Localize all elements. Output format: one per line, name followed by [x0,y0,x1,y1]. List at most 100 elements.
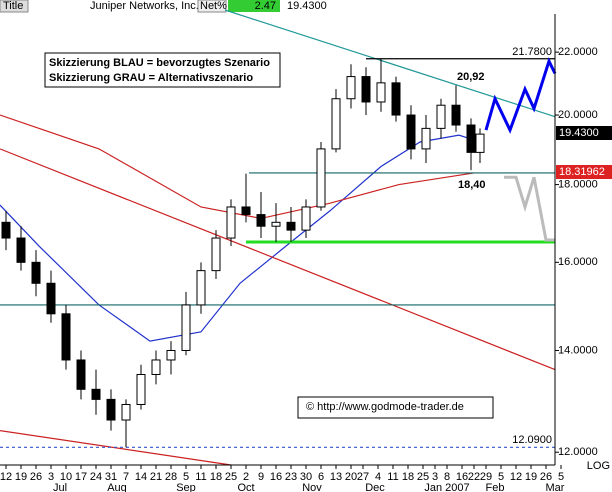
y-tick-label: 14.0000 [558,344,598,356]
overlay-line [0,148,556,371]
month-label: Jul [53,482,67,492]
price-box-label: 19.4300 [559,127,599,139]
resistance-label: 21.7800 [512,46,552,58]
month-label: Jan 2007 [424,482,469,492]
net-box [228,0,280,12]
candle-body [16,237,26,263]
candle-body [151,359,161,375]
x-tick-label: 17 [75,471,87,483]
candle-body [361,76,371,103]
candle-body [421,127,431,150]
y-tick-label: 12.0000 [558,446,598,458]
x-tick-label: 16 [456,471,468,483]
x-tick-label: 10 [60,471,72,483]
candle-body [466,124,476,153]
x-tick-label: 30 [300,471,312,483]
candle-body [301,206,311,231]
x-tick-label: 19 [15,471,27,483]
y-tick-label: 18.0000 [558,178,598,190]
x-tick-label: 18 [402,471,414,483]
candle-body [181,304,191,351]
x-tick-label: 11 [195,471,206,483]
x-tick-label: 5 [183,471,189,483]
x-tick-label: 26 [540,471,552,483]
x-tick-label: 28 [165,471,177,483]
candle-body [451,104,461,126]
overlay-line [224,9,556,118]
x-tick-label: 12 [510,471,522,483]
x-tick-label: 13 [330,471,342,483]
candle-body [121,403,131,421]
x-tick-label: 29 [480,471,492,483]
x-tick-label: 7 [123,471,129,483]
stock-name: Juniper Networks, Inc. [90,0,199,12]
candle-body [436,104,446,129]
candle-body [106,398,116,421]
candle-body [1,221,11,239]
x-tick-label: 31 [105,471,117,483]
x-tick-label: 27 [357,471,369,483]
net-value: 2.47 [255,0,276,12]
x-tick-label: 4 [375,471,381,483]
month-label: Oct [237,482,254,492]
x-tick-label: 11 [387,471,398,483]
net-label: Net% [200,0,227,12]
ma-box [556,165,612,179]
x-tick-label: 3 [48,471,54,483]
candle-body [475,133,485,153]
candle-body [241,206,251,216]
x-tick-label: 24 [90,471,102,483]
x-tick-label: 26 [30,471,42,483]
scale-label: LOG [587,460,610,472]
copyright-box [297,396,494,419]
overlay-line [484,57,557,134]
x-tick-label: 25 [225,471,237,483]
candle-body [256,214,266,227]
legend-gray: Skizzierung GRAU = Alternativszenario [49,72,253,84]
x-tick-label: 3 [432,471,438,483]
candle-body [136,373,146,405]
plot [0,9,557,466]
low-label: 18,40 [458,179,486,191]
x-tick-label: 6 [318,471,324,483]
title-field [0,0,29,13]
candle-body [211,237,221,272]
candle-body [271,221,281,227]
candle-body [31,261,41,284]
candle-body [376,82,386,103]
month-label: Sep [176,482,196,492]
month-label: Aug [107,482,127,492]
x-tick-label: 9 [258,471,264,483]
x-tick-label: 25 [417,471,429,483]
x-tick-label: 2 [243,471,249,483]
y-tick-label: 16.0000 [558,256,598,268]
candle-body [76,359,86,390]
x-tick-label: 22 [468,471,480,483]
legend-blue: Skizzierung BLAU = bevorzugtes Szenario [49,57,270,69]
candle-body [196,270,206,306]
x-tick-label: 8 [444,471,450,483]
candle-body [331,98,341,150]
copyright: © http://www.godmode-trader.de [306,401,464,413]
min-label: 12.0900 [512,434,552,446]
candle-body [46,282,56,315]
ma-box-label: 18.31962 [559,166,605,178]
candle-body [406,114,416,150]
x-tick-label: 16 [270,471,282,483]
x-tick-label: 5 [498,471,504,483]
x-tick-label: 18 [210,471,222,483]
candle-body [226,206,236,239]
x-tick-label: 19 [525,471,537,483]
y-tick-label: 22.0000 [558,46,598,58]
x-tick-label: 21 [150,471,162,483]
month-label: Dec [365,482,385,492]
high-label: 20,92 [457,71,485,83]
x-tick-label: 12 [0,471,12,483]
month-label: Nov [302,482,322,492]
candle-body [391,82,401,116]
x-tick-label: 5 [558,471,564,483]
candle-body [61,313,71,361]
candle-body [316,148,326,208]
